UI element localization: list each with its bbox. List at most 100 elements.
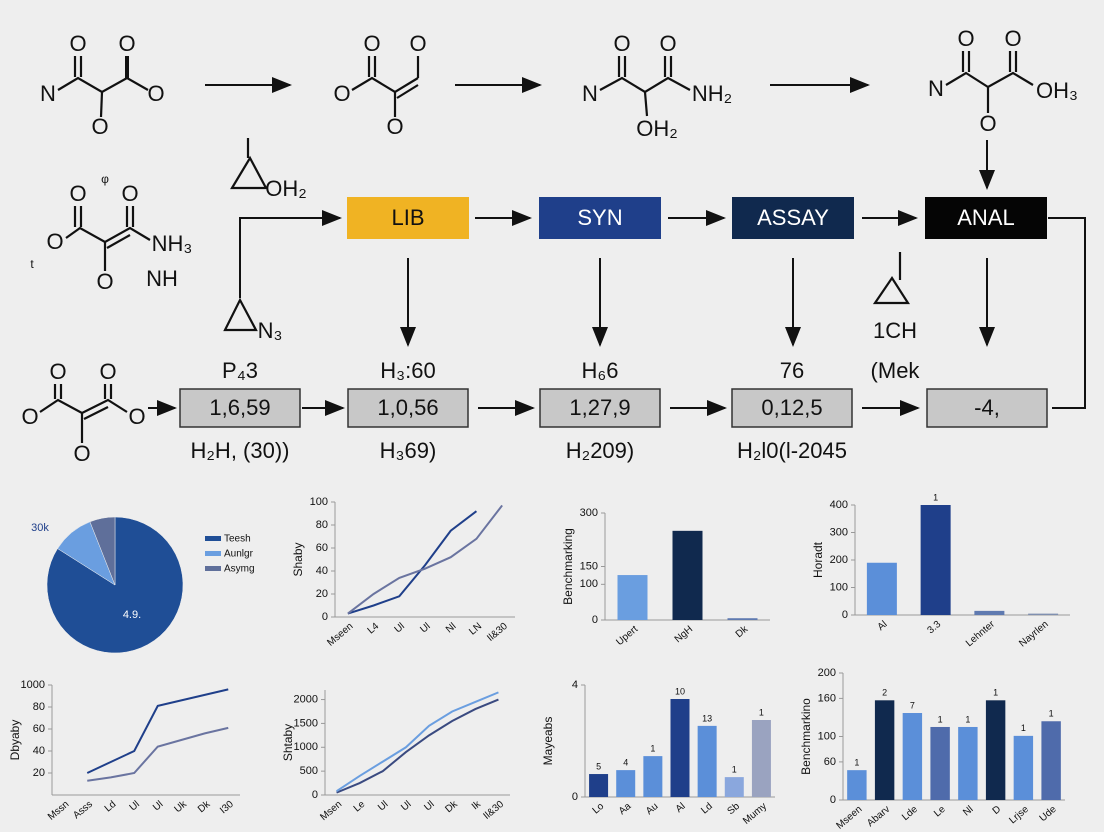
atom: O: [99, 359, 116, 384]
atom: NH: [146, 266, 178, 291]
bar: [672, 530, 703, 620]
y-axis-label: Shtaby: [281, 724, 295, 761]
line-series: [336, 691, 499, 793]
molecule: O O N OH₃ O: [928, 26, 1078, 136]
bar-annotation: 7: [910, 700, 915, 710]
bar: [643, 756, 663, 797]
bar-annotation: 13: [702, 713, 712, 723]
atom: O: [91, 114, 108, 139]
x-tick-label: Ld: [103, 799, 119, 815]
bar: [985, 700, 1006, 800]
atom: N: [40, 81, 56, 106]
y-tick-label: 200: [830, 554, 848, 566]
atom: O: [659, 31, 676, 56]
y-tick-label: 20: [33, 767, 45, 779]
y-tick-label: 2000: [294, 693, 318, 705]
y-tick-label: 0: [572, 791, 578, 803]
atom: φ: [101, 172, 109, 186]
result-value: 0,12,5: [761, 395, 822, 420]
y-tick-label: 0: [312, 789, 318, 801]
bar-annotation: 2: [882, 688, 887, 698]
y-axis-label: Benchmarking: [561, 528, 575, 605]
bar-annotation: 4: [623, 757, 628, 767]
bar-annotation: 1: [933, 492, 938, 502]
atom: O: [49, 359, 66, 384]
bar: [930, 726, 950, 800]
atom: O: [613, 31, 630, 56]
result-box: [347, 388, 469, 428]
bar-annotation: 1: [732, 764, 737, 774]
y-tick-label: 0: [842, 609, 848, 621]
y-tick-label: 300: [830, 526, 848, 538]
bar: [1028, 613, 1059, 615]
bar-annotation: 1: [1021, 723, 1026, 733]
bar-annotation: 1: [993, 688, 998, 698]
y-tick-label: 1000: [294, 741, 318, 753]
line-series: [347, 504, 503, 615]
atom: O: [333, 81, 350, 106]
bar: [670, 699, 690, 797]
reagent-label: 1CH: [873, 318, 917, 343]
y-axis-label: Shaby: [291, 542, 305, 576]
y-tick-label: 60: [824, 756, 836, 768]
y-tick-label: 100: [818, 730, 836, 742]
atom: O: [979, 111, 996, 136]
step-label: ANAL: [957, 205, 1014, 230]
line-series: [336, 698, 499, 794]
legend-label: Teesh: [224, 534, 251, 545]
result-above: (Mek: [871, 358, 921, 383]
bar-annotation: 1: [965, 714, 970, 724]
step-label: ASSAY: [757, 205, 829, 230]
y-tick-label: 400: [830, 499, 848, 511]
line-series: [86, 688, 229, 774]
bar-annotation: 5: [596, 761, 601, 771]
pie-slice: [89, 516, 116, 586]
x-tick-label: Ld: [699, 801, 715, 817]
step-label: LIB: [391, 205, 424, 230]
molecule: O O N NH₂ OH₂: [582, 31, 732, 141]
y-tick-label: 150: [580, 560, 598, 572]
bar: [724, 777, 744, 797]
y-tick-label: 100: [830, 581, 848, 593]
result-box: [539, 388, 661, 428]
result-value: 1,6,59: [209, 395, 270, 420]
bar: [617, 575, 648, 620]
atom: OH₃: [1036, 78, 1078, 103]
result-below: H₃69): [380, 438, 437, 463]
reagents: OH₂ N₃ 1CH: [223, 138, 917, 343]
y-tick-label: 300: [580, 507, 598, 519]
y-axis-label: Mayeabs: [541, 717, 555, 766]
step-box: [925, 197, 1047, 239]
bar: [589, 774, 609, 797]
bar: [958, 726, 978, 800]
bar-annotation: 10: [675, 686, 685, 696]
bar-annotation: 1: [938, 714, 943, 724]
result-below: H₂l0(l-2045: [737, 438, 847, 463]
atom: O: [46, 229, 63, 254]
y-tick-label: 60: [33, 723, 45, 735]
y-tick-label: 80: [316, 519, 328, 531]
bar-annotation: 1: [759, 707, 764, 717]
atom: O: [118, 31, 135, 56]
atom: NH₃: [152, 231, 193, 256]
result-value: -4,: [974, 395, 1000, 420]
atom: OH₂: [636, 116, 678, 141]
y-tick-label: 0: [592, 614, 598, 626]
atom: O: [363, 31, 380, 56]
line-series: [87, 726, 229, 782]
atom: O: [957, 26, 974, 51]
y-tick-label: 20: [316, 588, 328, 600]
bar: [847, 770, 867, 800]
legend-swatch: [205, 566, 221, 571]
y-tick-label: 40: [33, 745, 45, 757]
reagent-label: N₃: [258, 318, 283, 343]
step-box: [347, 197, 469, 239]
y-axis-label: Benchmarkino: [799, 698, 813, 775]
annotation: 30k: [31, 522, 49, 534]
atom: N: [928, 76, 944, 101]
atom: O: [386, 114, 403, 139]
y-axis-label: Horadt: [811, 541, 825, 578]
bar: [751, 720, 771, 797]
